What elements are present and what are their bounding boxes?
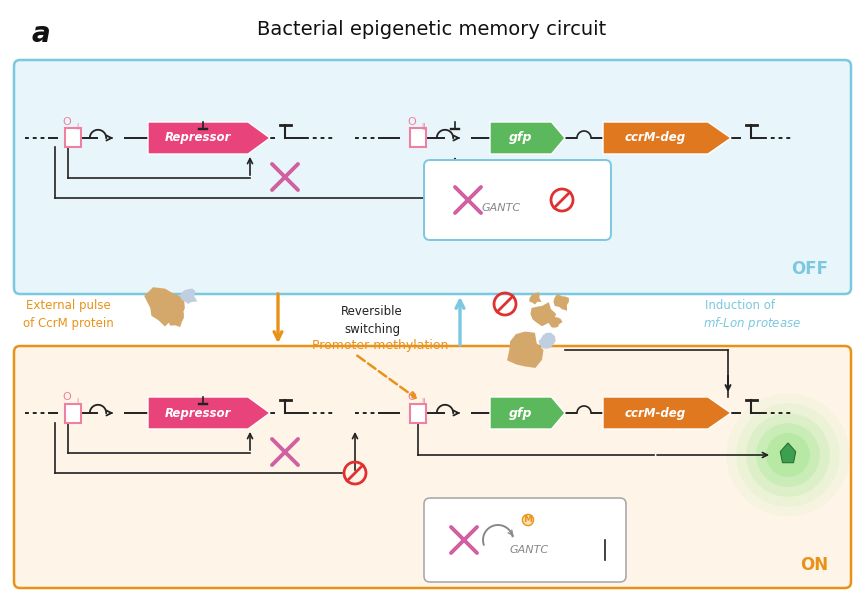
Polygon shape [490, 397, 565, 429]
Circle shape [727, 393, 849, 517]
Polygon shape [507, 331, 543, 368]
Text: GANTC: GANTC [482, 203, 521, 213]
Text: Reversible: Reversible [341, 306, 403, 318]
Text: OFF: OFF [791, 260, 828, 278]
FancyBboxPatch shape [424, 498, 626, 582]
Text: II: II [421, 123, 426, 132]
Polygon shape [530, 302, 556, 326]
Text: a: a [32, 20, 51, 48]
Polygon shape [144, 287, 185, 327]
Circle shape [746, 413, 830, 497]
Text: GANTC: GANTC [510, 545, 549, 555]
Polygon shape [548, 317, 562, 328]
Polygon shape [180, 288, 197, 304]
Text: ON: ON [800, 556, 828, 574]
Text: ccrM-deg: ccrM-deg [625, 132, 686, 144]
Text: I: I [76, 398, 78, 407]
Polygon shape [554, 294, 569, 311]
Text: gfp: gfp [509, 132, 533, 144]
Polygon shape [539, 333, 555, 349]
Polygon shape [529, 292, 541, 305]
Text: Promoter methylation: Promoter methylation [311, 340, 448, 352]
Circle shape [766, 433, 810, 477]
Text: O: O [62, 117, 71, 127]
Polygon shape [165, 309, 184, 327]
Polygon shape [148, 397, 270, 429]
Text: External pulse: External pulse [26, 300, 111, 312]
Circle shape [756, 423, 820, 487]
Polygon shape [148, 122, 270, 154]
Bar [65, 403, 81, 423]
Text: Bacterial epigenetic memory circuit: Bacterial epigenetic memory circuit [258, 20, 606, 39]
Text: M: M [523, 516, 533, 524]
Bar [410, 403, 426, 423]
Text: of CcrM protein: of CcrM protein [22, 318, 113, 331]
Bar [410, 129, 426, 147]
Text: Repressor: Repressor [165, 406, 231, 420]
Text: I: I [76, 123, 78, 132]
Text: switching: switching [344, 324, 400, 337]
Text: Repressor: Repressor [165, 132, 231, 144]
Polygon shape [780, 443, 796, 462]
Polygon shape [490, 122, 565, 154]
Text: II: II [421, 398, 426, 407]
Text: ccrM-deg: ccrM-deg [625, 406, 686, 420]
FancyBboxPatch shape [424, 160, 611, 240]
Bar [65, 129, 81, 147]
Polygon shape [603, 397, 731, 429]
Circle shape [736, 403, 840, 507]
Text: Induction of: Induction of [705, 300, 775, 312]
FancyBboxPatch shape [14, 346, 851, 588]
Polygon shape [603, 122, 731, 154]
Text: gfp: gfp [509, 406, 533, 420]
FancyBboxPatch shape [14, 60, 851, 294]
Text: O: O [407, 117, 416, 127]
Text: O: O [407, 392, 416, 402]
Text: $mf$-Lon protease: $mf$-Lon protease [703, 315, 801, 333]
Text: O: O [62, 392, 71, 402]
